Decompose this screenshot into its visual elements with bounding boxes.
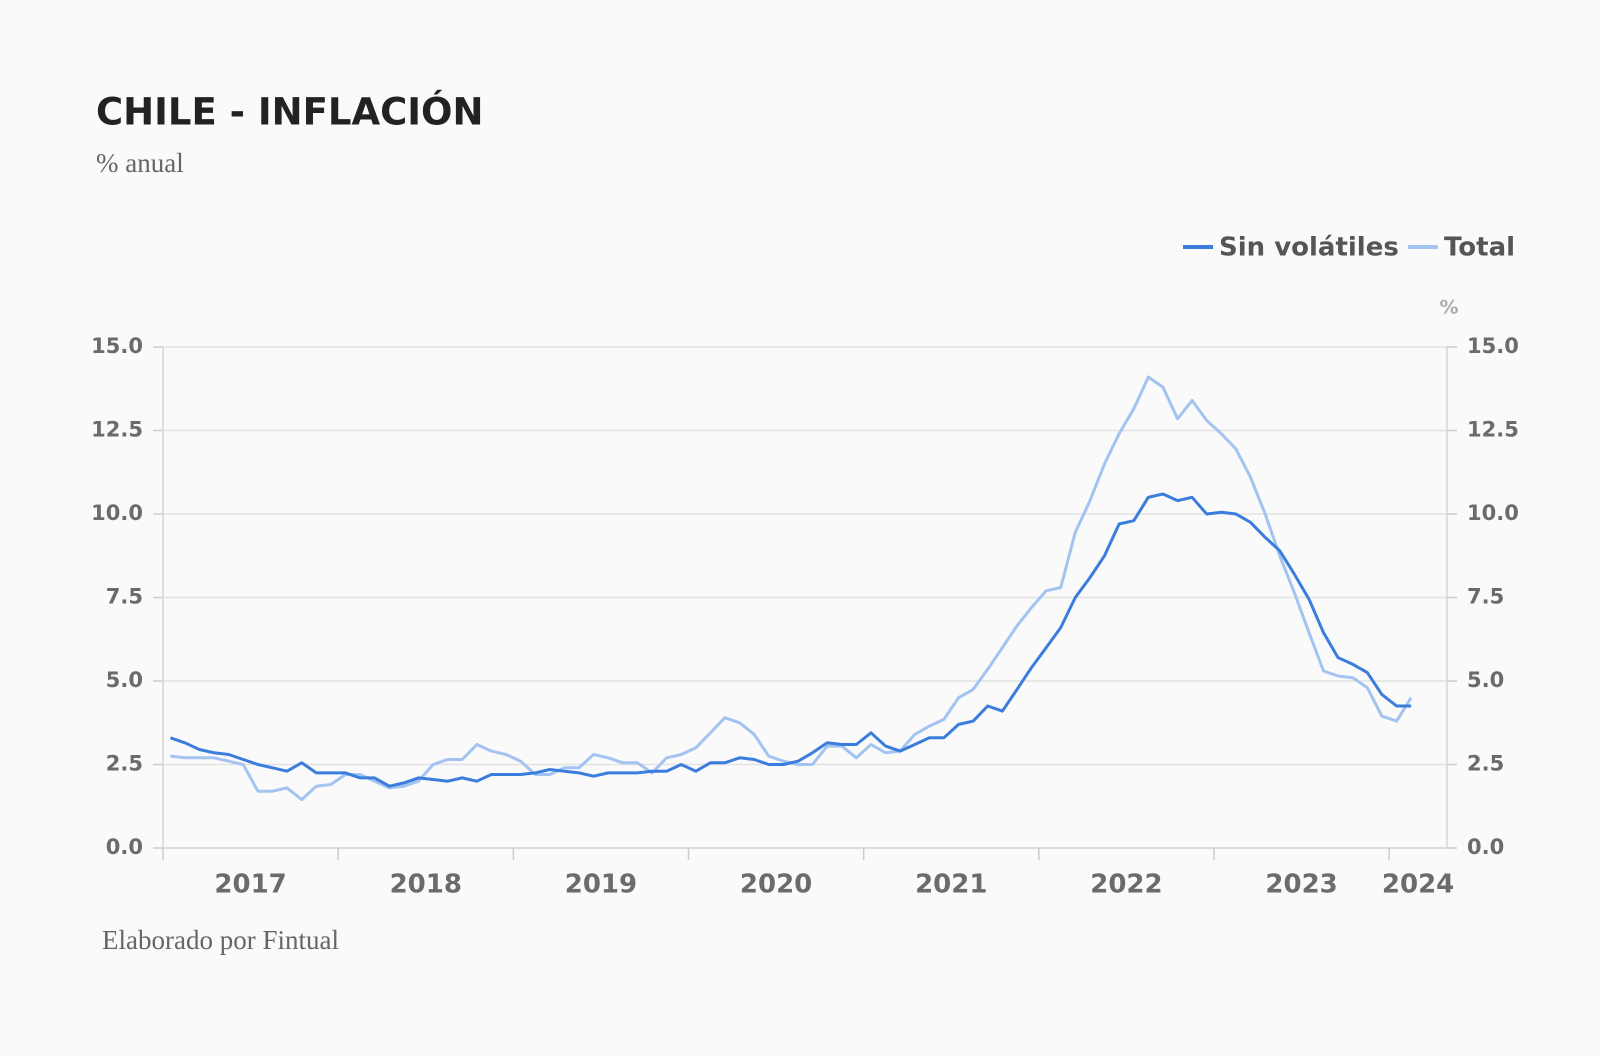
y2-tick-label: 5.0 bbox=[1467, 668, 1504, 692]
y-tick-label: 12.5 bbox=[91, 418, 143, 442]
y-tick-label: 15.0 bbox=[91, 334, 143, 358]
y-tick-label: 0.0 bbox=[106, 835, 143, 859]
chart-title: CHILE - INFLACIÓN bbox=[96, 90, 483, 134]
legend-label: Total bbox=[1444, 233, 1515, 263]
x-tick-label: 2017 bbox=[214, 870, 286, 900]
x-tick-label: 2023 bbox=[1265, 870, 1337, 900]
y-tick-label: 5.0 bbox=[106, 668, 143, 692]
y2-tick-label: 12.5 bbox=[1467, 418, 1519, 442]
x-tick-label: 2021 bbox=[915, 870, 987, 900]
y2-tick-label: 15.0 bbox=[1467, 334, 1519, 358]
y2-axis-label: % bbox=[1439, 297, 1458, 319]
x-tick-label: 2024 bbox=[1382, 870, 1454, 900]
footer: Elaborado por Fintual bbox=[102, 925, 339, 955]
y2-tick-label: 0.0 bbox=[1467, 835, 1504, 859]
x-tick-label: 2018 bbox=[390, 870, 462, 900]
y-tick-label: 10.0 bbox=[91, 501, 143, 525]
y-tick-label: 7.5 bbox=[106, 585, 143, 609]
y2-tick-label: 7.5 bbox=[1467, 585, 1504, 609]
x-tick-label: 2019 bbox=[565, 870, 637, 900]
chart-subtitle: % anual bbox=[96, 148, 184, 178]
x-tick-label: 2020 bbox=[740, 870, 812, 900]
y-tick-label: 2.5 bbox=[106, 752, 143, 776]
y2-tick-label: 2.5 bbox=[1467, 752, 1504, 776]
x-tick-label: 2022 bbox=[1090, 870, 1162, 900]
y2-tick-label: 10.0 bbox=[1467, 501, 1519, 525]
legend-label: Sin volátiles bbox=[1219, 233, 1399, 263]
line-series bbox=[169, 492, 1412, 788]
